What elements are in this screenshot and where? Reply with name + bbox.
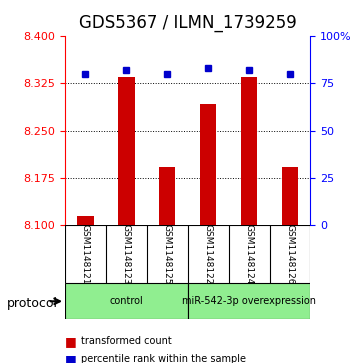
Bar [241,77,257,225]
Text: GSM1148121: GSM1148121 [81,224,90,284]
Text: GSM1148125: GSM1148125 [163,224,172,284]
FancyBboxPatch shape [65,283,188,319]
Text: control: control [109,296,143,306]
FancyBboxPatch shape [188,283,310,319]
Title: GDS5367 / ILMN_1739259: GDS5367 / ILMN_1739259 [79,14,297,32]
Bar [200,104,216,225]
Text: percentile rank within the sample: percentile rank within the sample [81,354,246,363]
Text: GSM1148123: GSM1148123 [122,224,131,284]
Bar [118,77,135,225]
Text: ■: ■ [65,335,77,348]
Bar [77,216,93,225]
Bar [159,167,175,225]
Text: GSM1148124: GSM1148124 [245,224,253,284]
Text: protocol: protocol [7,297,58,310]
Text: miR-542-3p overexpression: miR-542-3p overexpression [182,296,316,306]
Text: transformed count: transformed count [81,336,172,346]
Text: GSM1148126: GSM1148126 [286,224,295,284]
Text: GSM1148122: GSM1148122 [204,224,213,284]
Bar [282,167,298,225]
Text: ■: ■ [65,353,77,363]
